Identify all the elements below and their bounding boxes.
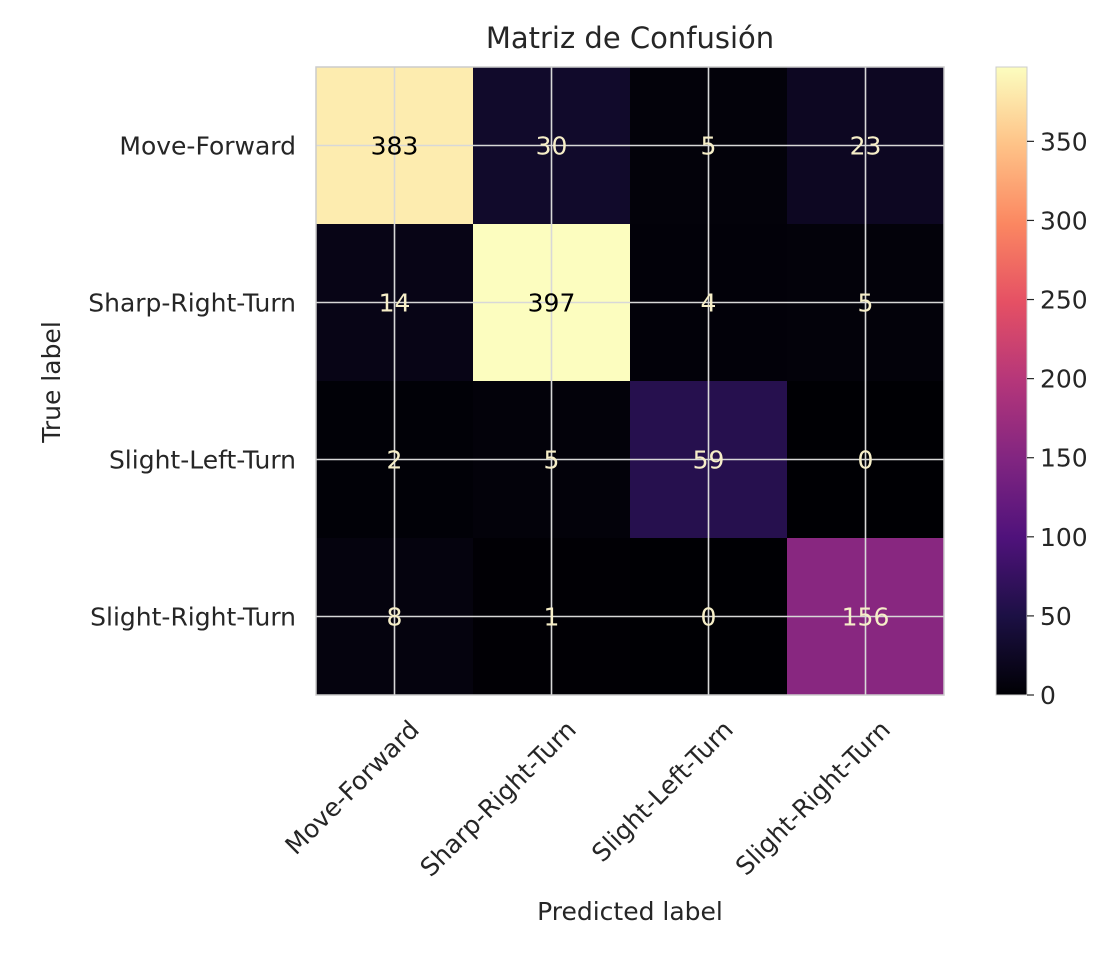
cell-value-label: 0: [701, 603, 717, 632]
x-tick-label: Sharp-Right-Turn: [414, 715, 581, 882]
x-tick-label: Slight-Right-Turn: [730, 715, 896, 881]
colorbar-tick-label: 0: [1040, 681, 1056, 710]
colorbar-tick-label: 300: [1040, 206, 1088, 235]
cell-value-label: 397: [528, 289, 576, 318]
cell-value-label: 156: [842, 603, 890, 632]
y-tick-label: Slight-Right-Turn: [90, 603, 296, 632]
colorbar-tick-label: 100: [1040, 523, 1088, 552]
colorbar-tick-label: 150: [1040, 444, 1088, 473]
cell-value-label: 59: [693, 446, 725, 475]
cell-value-label: 5: [701, 132, 717, 161]
cell-value-label: 5: [544, 446, 560, 475]
y-tick-label: Sharp-Right-Turn: [88, 289, 296, 318]
y-tick-label: Slight-Left-Turn: [109, 446, 296, 475]
chart-title: Matriz de Confusión: [486, 21, 774, 55]
x-tick-label: Move-Forward: [279, 715, 424, 860]
y-axis-label: True label: [37, 321, 66, 444]
x-axis-label: Predicted label: [537, 897, 723, 926]
y-tick-label: Move-Forward: [119, 132, 296, 161]
colorbar-tick-label: 50: [1040, 602, 1072, 631]
x-tick-label: Slight-Left-Turn: [586, 715, 739, 868]
cell-value-label: 2: [387, 446, 403, 475]
colorbar: [995, 66, 1028, 696]
cell-value-label: 5: [858, 289, 874, 318]
colorbar-tick-label: 200: [1040, 365, 1088, 394]
cell-value-label: 14: [379, 289, 411, 318]
cell-value-label: 383: [371, 132, 419, 161]
cell-value-label: 23: [850, 132, 882, 161]
plot-frame: [315, 66, 945, 696]
cell-value-label: 4: [701, 289, 717, 318]
cell-value-label: 30: [536, 132, 568, 161]
cell-value-label: 0: [858, 446, 874, 475]
colorbar-tick-label: 250: [1040, 286, 1088, 315]
colorbar-tick-label: 350: [1040, 127, 1088, 156]
cell-value-label: 8: [387, 603, 403, 632]
cell-value-label: 1: [544, 603, 560, 632]
